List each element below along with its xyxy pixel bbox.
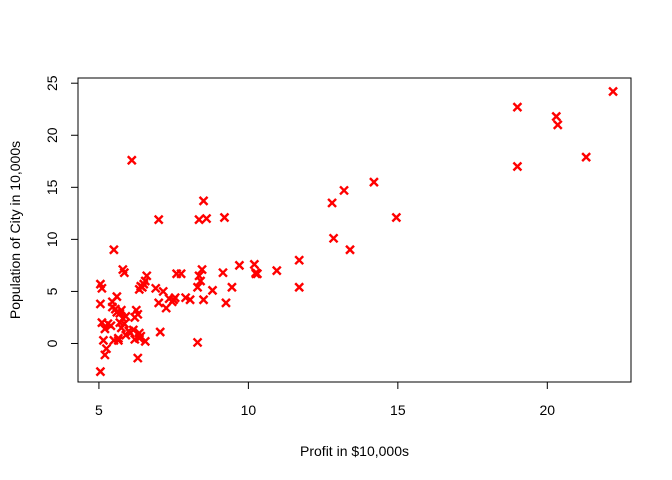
data-point bbox=[119, 267, 130, 278]
data-point bbox=[249, 259, 260, 270]
data-point bbox=[141, 270, 152, 281]
data-points bbox=[95, 86, 618, 377]
data-point bbox=[129, 334, 140, 345]
data-point bbox=[95, 366, 106, 377]
data-point bbox=[552, 120, 563, 130]
data-point bbox=[155, 327, 166, 337]
data-point bbox=[221, 298, 231, 308]
data-point bbox=[197, 264, 207, 275]
data-point bbox=[120, 330, 131, 340]
data-point bbox=[153, 214, 164, 225]
data-point bbox=[98, 335, 109, 346]
data-point bbox=[219, 212, 230, 223]
data-point bbox=[581, 152, 592, 162]
data-point bbox=[512, 161, 523, 172]
data-point bbox=[97, 317, 107, 328]
data-point bbox=[227, 282, 237, 293]
data-point bbox=[180, 292, 191, 303]
x-tick-label: 20 bbox=[540, 402, 556, 418]
data-point bbox=[391, 212, 402, 223]
x-tick-label: 5 bbox=[95, 402, 103, 418]
y-tick-label: 5 bbox=[44, 287, 60, 295]
y-tick-label: 10 bbox=[44, 231, 60, 247]
data-point bbox=[327, 198, 337, 208]
data-point bbox=[512, 102, 523, 112]
x-tick-label: 15 bbox=[390, 402, 406, 418]
data-point bbox=[201, 213, 212, 224]
data-point bbox=[207, 285, 218, 296]
data-point bbox=[134, 284, 145, 295]
y-tick-label: 0 bbox=[44, 339, 60, 347]
data-point bbox=[131, 305, 142, 316]
data-point bbox=[198, 196, 209, 206]
data-point bbox=[171, 268, 182, 279]
x-axis-label: Profit in $10,000s bbox=[300, 443, 409, 459]
data-point bbox=[192, 337, 203, 348]
data-point bbox=[194, 270, 204, 281]
y-axis: 0 5 10 15 20 25 bbox=[44, 75, 79, 347]
data-point bbox=[153, 298, 164, 308]
data-point bbox=[109, 244, 119, 255]
data-point bbox=[294, 255, 305, 266]
y-tick-label: 15 bbox=[44, 179, 60, 195]
data-point bbox=[251, 268, 261, 279]
data-point bbox=[369, 177, 379, 187]
data-point bbox=[551, 111, 562, 122]
x-tick-label: 10 bbox=[241, 402, 257, 418]
data-point bbox=[150, 283, 161, 294]
data-point bbox=[194, 214, 204, 225]
data-point bbox=[198, 294, 209, 305]
data-point bbox=[608, 86, 618, 97]
y-axis-label: Population of City in 10,000s bbox=[7, 141, 23, 319]
data-point bbox=[107, 302, 118, 312]
data-point bbox=[100, 350, 110, 360]
plot-area-box bbox=[77, 77, 632, 383]
data-point bbox=[129, 312, 140, 323]
y-tick-label: 25 bbox=[44, 75, 60, 91]
data-point bbox=[100, 324, 110, 334]
data-point bbox=[95, 299, 106, 309]
data-point bbox=[132, 353, 143, 363]
data-point bbox=[97, 283, 107, 294]
data-point bbox=[328, 233, 339, 244]
data-point bbox=[158, 286, 169, 297]
x-axis: 5 10 15 20 bbox=[95, 381, 556, 418]
data-point bbox=[113, 335, 124, 346]
data-point bbox=[120, 311, 131, 322]
y-tick-label: 20 bbox=[44, 127, 60, 143]
data-point bbox=[339, 185, 349, 196]
data-point bbox=[161, 303, 172, 313]
data-point bbox=[294, 282, 305, 293]
data-point bbox=[126, 155, 137, 166]
data-point bbox=[192, 282, 203, 293]
data-point bbox=[271, 265, 282, 276]
data-point bbox=[218, 267, 228, 278]
data-point bbox=[234, 260, 245, 271]
data-point bbox=[345, 244, 355, 255]
data-point bbox=[140, 336, 151, 347]
